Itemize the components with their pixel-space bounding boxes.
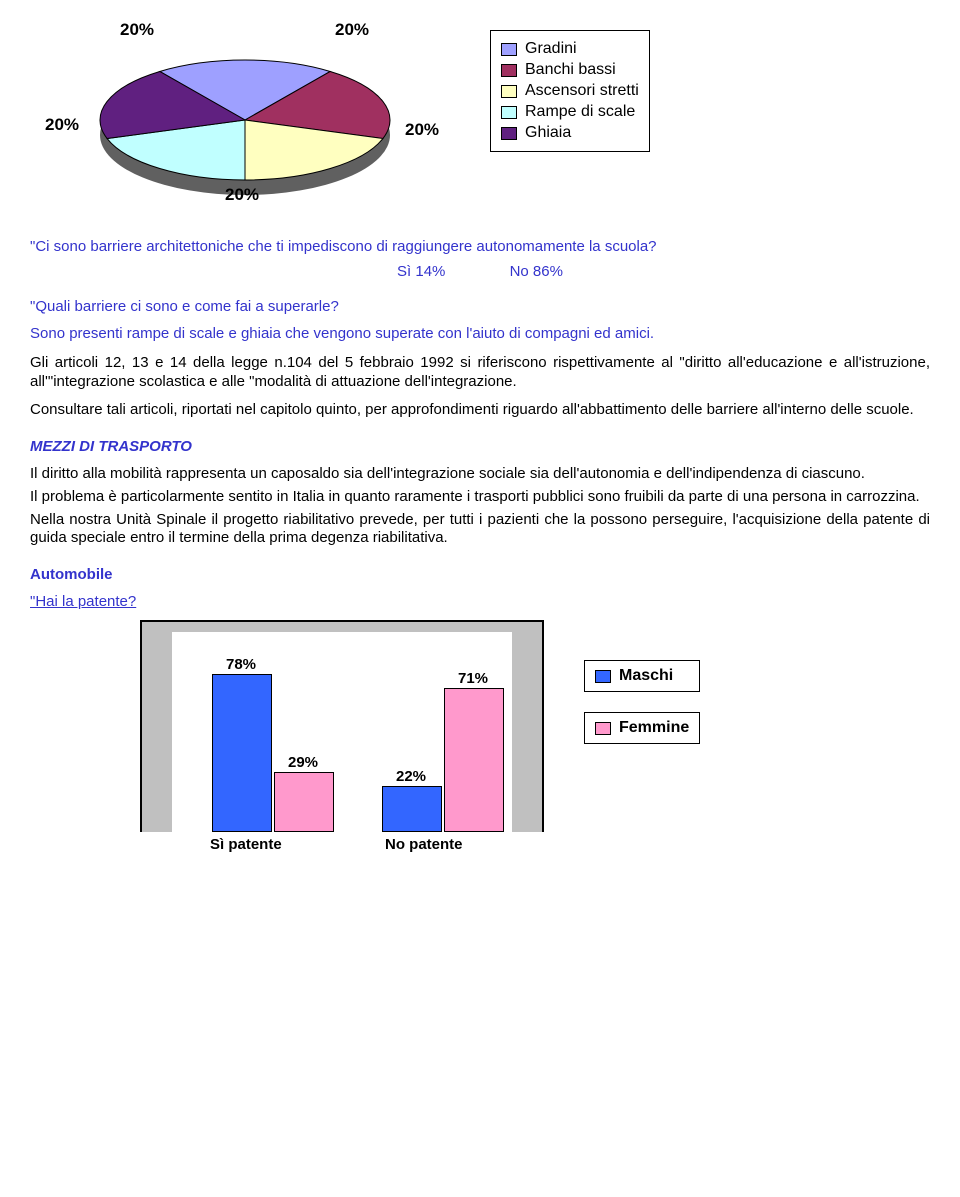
paragraph-legge: Gli articoli 12, 13 e 14 della legge n.1… [30, 354, 930, 392]
pie-legend-item: Rampe di scale [501, 103, 639, 121]
legend-swatch [595, 670, 611, 683]
legend-label: Gradini [525, 40, 577, 58]
legend-swatch [501, 85, 517, 98]
legend-label: Maschi [619, 667, 673, 685]
pie-label-5: 20% [45, 115, 79, 135]
question-1: "Ci sono barriere architettoniche che ti… [30, 238, 930, 255]
question-3: "Hai la patente? [30, 593, 930, 610]
legend-swatch [595, 722, 611, 735]
question-1-answers: Sì 14% No 86% [30, 263, 930, 280]
pie-label-4: 20% [225, 185, 259, 205]
answer-si: Sì 14% [397, 263, 445, 280]
paragraph-consultare: Consultare tali articoli, riportati nel … [30, 401, 930, 420]
bar-value-label: 78% [212, 656, 270, 673]
pie-chart: 20% 20% 20% 20% 20% [30, 20, 460, 220]
paragraph-mezzi-3: Nella nostra Unità Spinale il progetto r… [30, 511, 930, 549]
legend-swatch [501, 106, 517, 119]
bar-legend: Maschi Femmine [584, 660, 700, 764]
answer-2-text: Sono presenti rampe di scale e ghiaia ch… [30, 325, 930, 344]
legend-swatch [501, 127, 517, 140]
answer-no: No 86% [510, 263, 563, 280]
bar-legend-item: Femmine [584, 712, 700, 744]
pie-legend-item: Banchi bassi [501, 61, 639, 79]
pie-legend-item: Ascensori stretti [501, 82, 639, 100]
bar [444, 688, 504, 832]
x-label-1: Sì patente [210, 836, 282, 853]
bar-plot-area: 78% 29% 22% 71% [172, 632, 512, 832]
question-2: "Quali barriere ci sono e come fai a sup… [30, 298, 930, 315]
heading-automobile: Automobile [30, 566, 930, 583]
heading-mezzi: MEZZI DI TRASPORTO [30, 438, 930, 455]
pie-legend: Gradini Banchi bassi Ascensori stretti Ramp… [490, 30, 650, 152]
legend-label: Ascensori stretti [525, 82, 639, 100]
bar-value-label: 71% [444, 670, 502, 687]
pie-label-3: 20% [405, 120, 439, 140]
paragraph-mezzi-2: Il problema è particolarmente sentito in… [30, 488, 930, 507]
legend-label: Ghiaia [525, 124, 571, 142]
pie-label-1: 20% [120, 20, 154, 40]
x-label-2: No patente [385, 836, 463, 853]
bar-value-label: 29% [274, 754, 332, 771]
bar-chart: 78% 29% 22% 71% [140, 620, 544, 832]
pie-label-2: 20% [335, 20, 369, 40]
bar-chart-section: 78% 29% 22% 71% Maschi Femmine [140, 620, 930, 832]
bar-legend-item: Maschi [584, 660, 700, 692]
paragraph-mezzi-1: Il diritto alla mobilità rappresenta un … [30, 465, 930, 484]
bar [212, 674, 272, 832]
pie-legend-item: Gradini [501, 40, 639, 58]
bar [382, 786, 442, 832]
legend-swatch [501, 43, 517, 56]
pie-legend-item: Ghiaia [501, 124, 639, 142]
legend-label: Banchi bassi [525, 61, 616, 79]
pie-chart-section: 20% 20% 20% 20% 20% Gradini Banchi bassi A… [30, 20, 930, 220]
legend-label: Rampe di scale [525, 103, 635, 121]
legend-swatch [501, 64, 517, 77]
bar-value-label: 22% [382, 768, 440, 785]
legend-label: Femmine [619, 719, 689, 737]
bar [274, 772, 334, 832]
